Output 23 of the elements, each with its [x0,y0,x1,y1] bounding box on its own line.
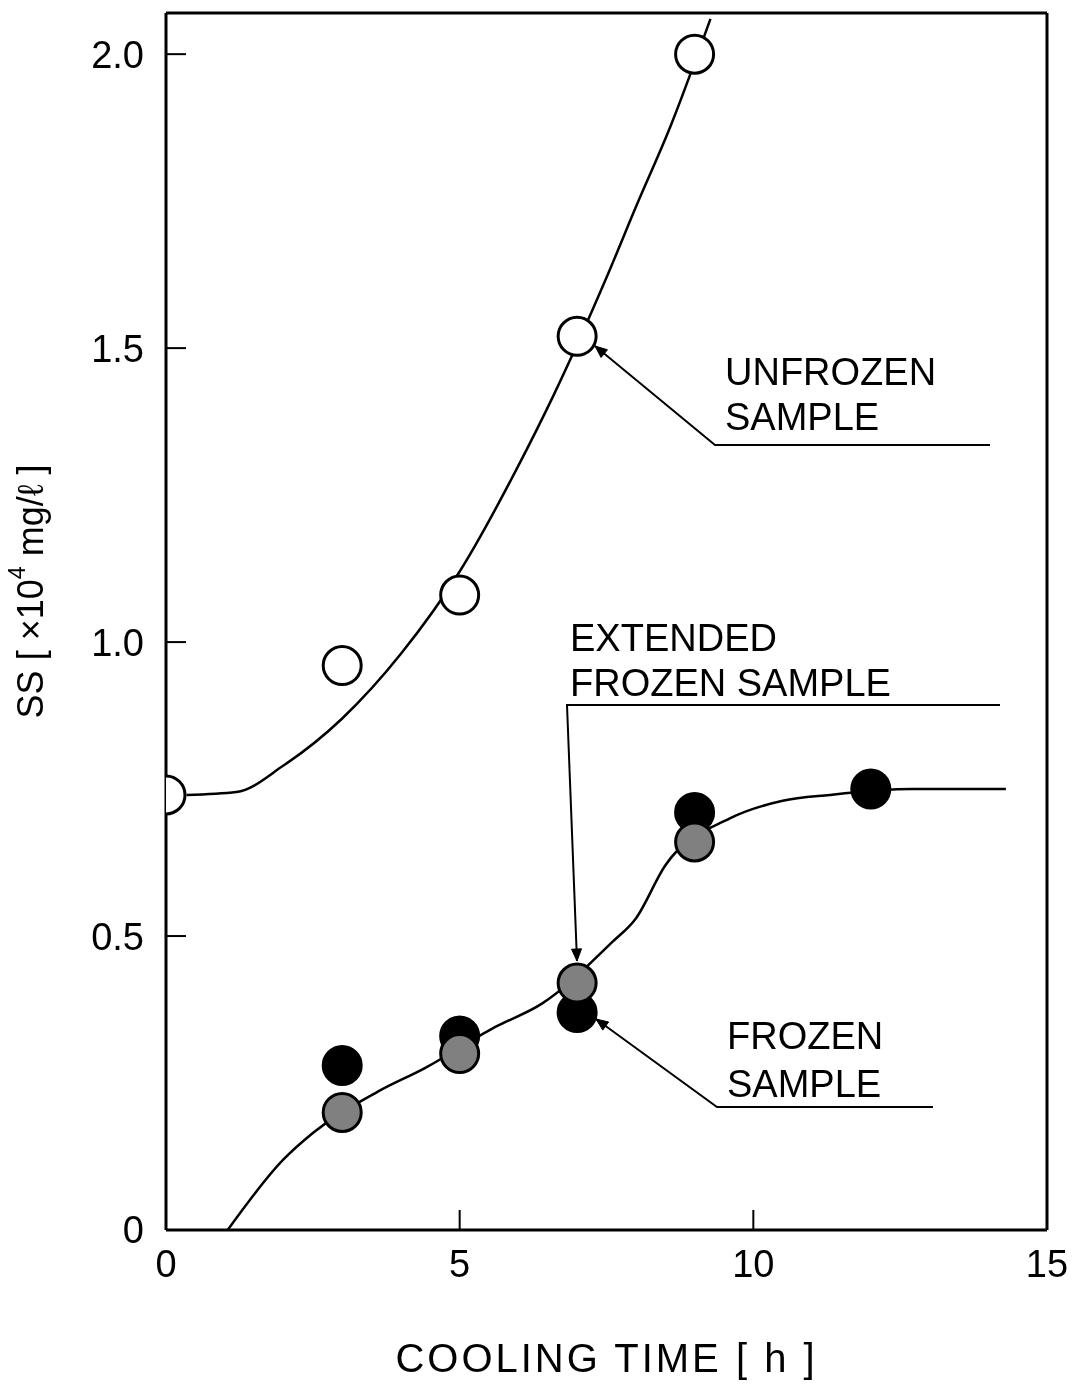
annotation: FROZEN SAMPLE [727,1015,884,1105]
point [556,962,598,1004]
y-tick-label: 2.0 [91,33,144,76]
point [439,574,481,616]
x-tick-label: 5 [449,1242,471,1285]
y-tick-label: 0 [122,1209,144,1252]
point [321,1044,363,1086]
point [439,1033,481,1075]
y-tick-label: 0.5 [91,915,144,958]
x-axis-title: COOLING TIME [ h ] [395,1336,818,1380]
point [674,33,716,75]
annotation: EXTENDED FROZEN SAMPLE [570,617,891,704]
point [674,821,716,863]
x-tick-label: 15 [1025,1242,1069,1285]
y-tick-label: 1.5 [91,327,144,370]
annotation: UNFROZEN SAMPLE [725,351,937,438]
point [850,768,892,810]
point [321,1091,363,1133]
y-tick-label: 1.0 [91,621,144,664]
x-tick-label: 10 [732,1242,775,1285]
point [556,315,598,357]
x-tick-label: 0 [155,1242,177,1285]
point [321,645,363,687]
